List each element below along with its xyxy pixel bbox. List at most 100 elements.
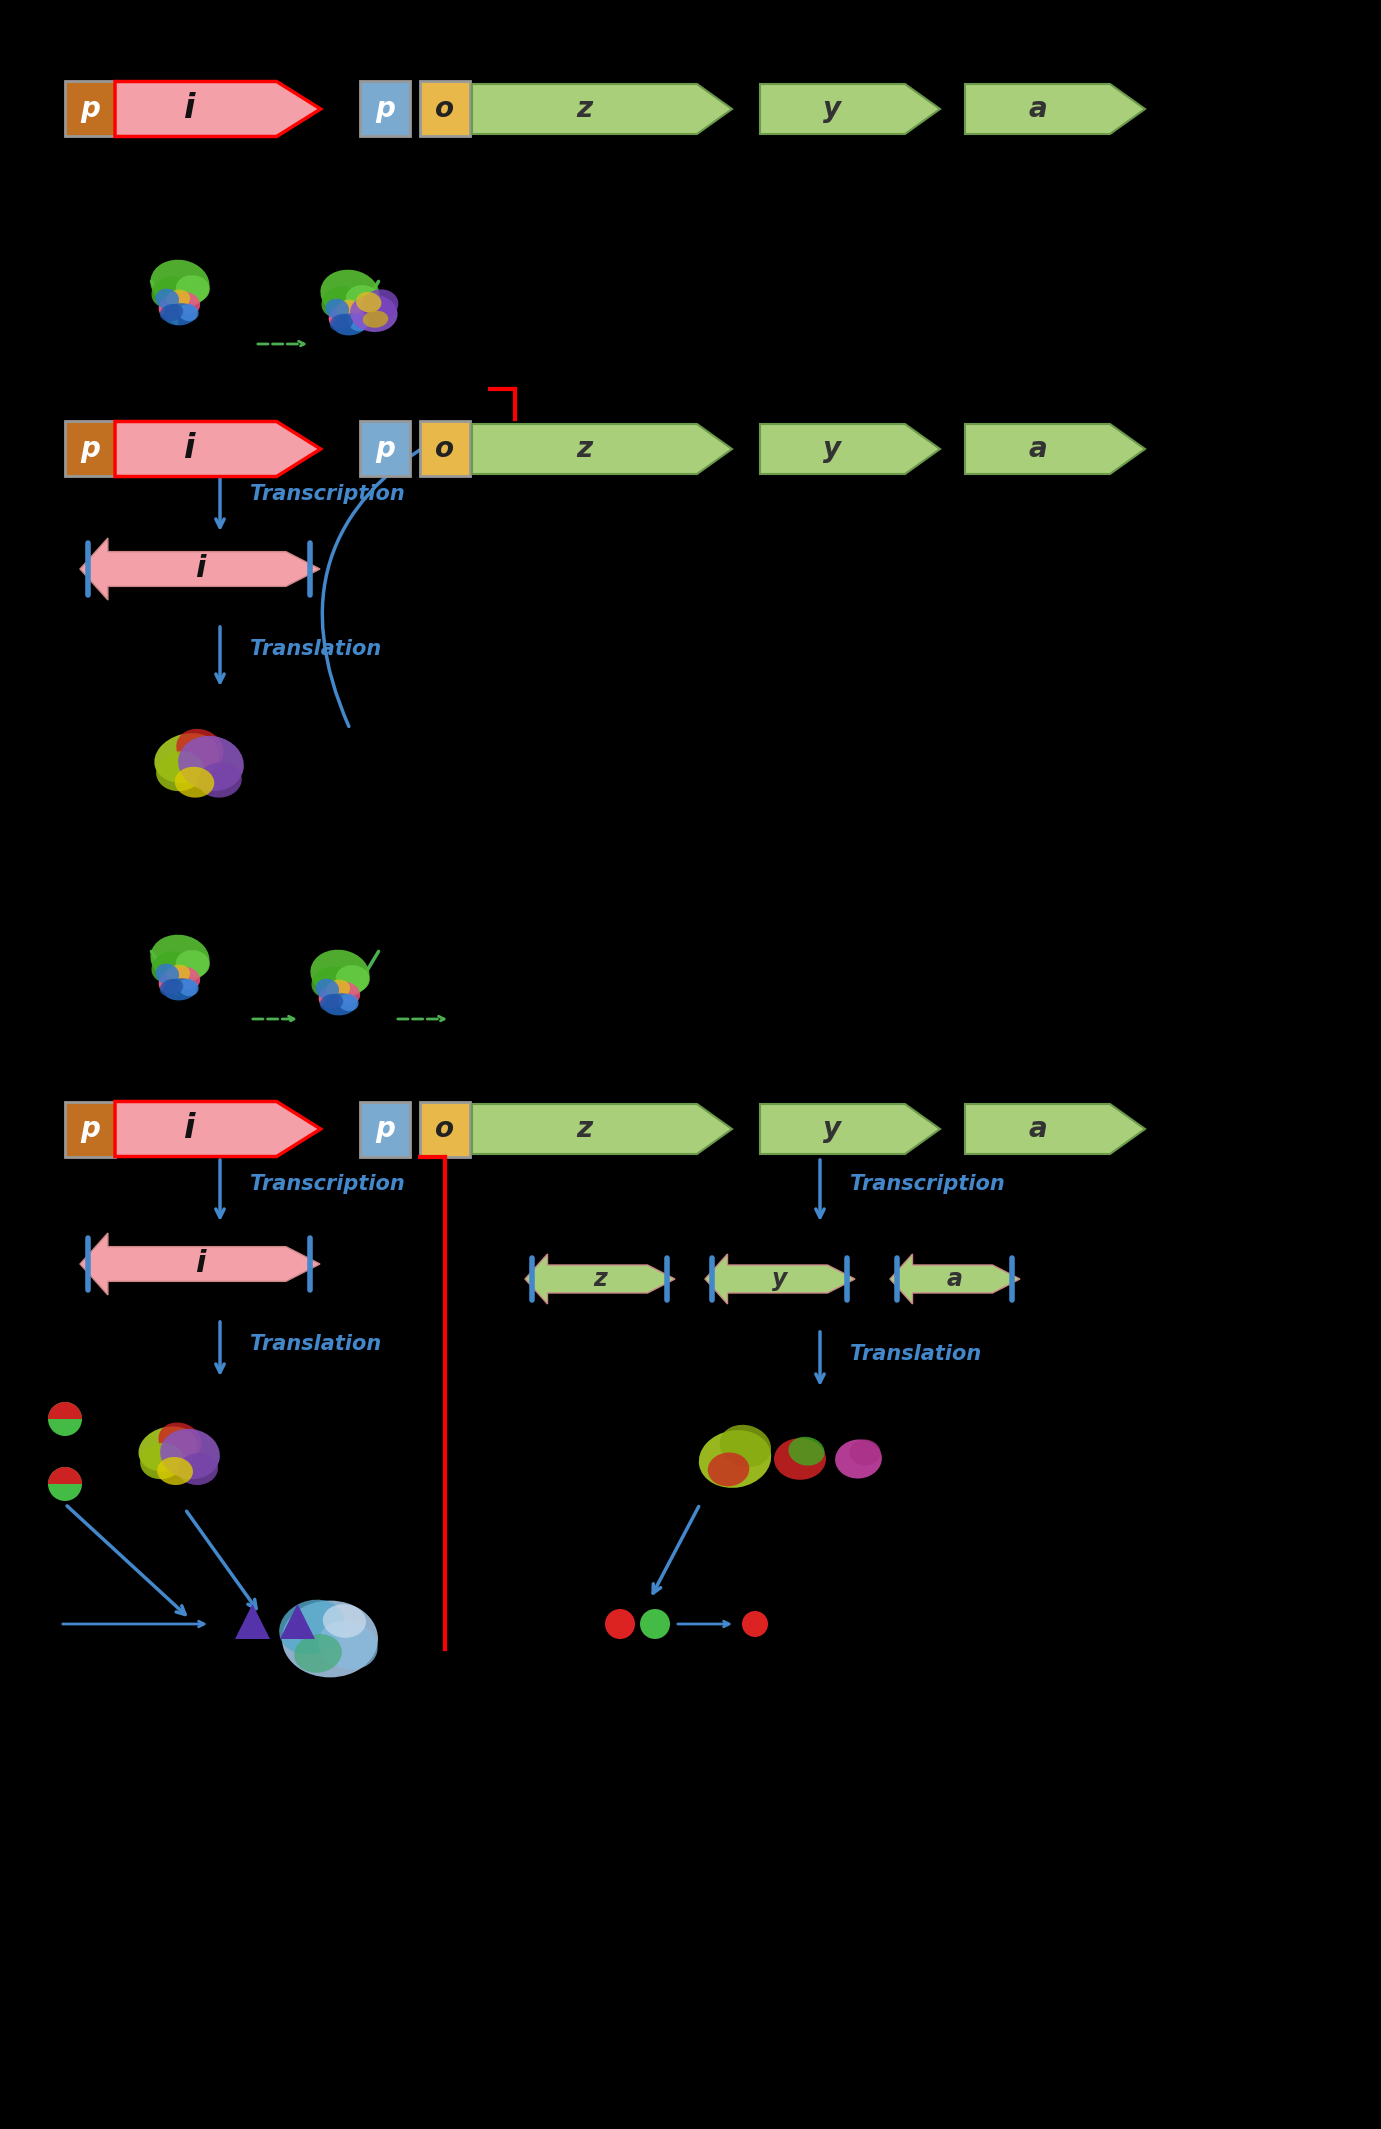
Polygon shape <box>80 539 320 600</box>
Polygon shape <box>965 83 1145 134</box>
Text: p: p <box>376 1116 395 1143</box>
Wedge shape <box>48 1467 81 1484</box>
Ellipse shape <box>319 1620 377 1669</box>
Ellipse shape <box>279 1599 345 1654</box>
Ellipse shape <box>323 994 356 1016</box>
Ellipse shape <box>178 1452 218 1486</box>
Text: i: i <box>184 432 196 466</box>
Ellipse shape <box>326 979 351 999</box>
Bar <box>360 1101 410 1156</box>
Ellipse shape <box>363 311 388 328</box>
Ellipse shape <box>175 766 214 798</box>
Ellipse shape <box>333 313 367 336</box>
Ellipse shape <box>282 1601 378 1678</box>
Ellipse shape <box>315 979 340 999</box>
Ellipse shape <box>294 1635 342 1673</box>
Ellipse shape <box>163 302 197 326</box>
FancyArrow shape <box>115 1101 320 1156</box>
Bar <box>65 422 115 477</box>
Circle shape <box>605 1610 635 1639</box>
Text: z: z <box>576 434 592 462</box>
Polygon shape <box>760 1105 940 1154</box>
Ellipse shape <box>152 952 188 984</box>
Text: i: i <box>195 554 206 583</box>
Ellipse shape <box>151 935 210 984</box>
Ellipse shape <box>139 1443 184 1480</box>
Polygon shape <box>760 83 940 134</box>
Ellipse shape <box>178 737 244 792</box>
Ellipse shape <box>152 277 188 309</box>
Ellipse shape <box>320 994 344 1011</box>
Bar <box>420 81 470 136</box>
Text: y: y <box>823 1116 841 1143</box>
Text: Translation: Translation <box>849 1343 982 1365</box>
Text: a: a <box>947 1267 963 1290</box>
Bar <box>65 1101 115 1156</box>
Polygon shape <box>80 1233 320 1294</box>
Circle shape <box>48 1467 81 1501</box>
Ellipse shape <box>356 292 381 313</box>
Ellipse shape <box>178 979 199 996</box>
Text: p: p <box>376 434 395 462</box>
Ellipse shape <box>155 732 220 783</box>
Ellipse shape <box>699 1431 771 1488</box>
Ellipse shape <box>348 315 369 332</box>
Ellipse shape <box>320 270 380 317</box>
Text: Transcription: Transcription <box>250 483 405 505</box>
Ellipse shape <box>323 1603 366 1637</box>
Ellipse shape <box>177 728 224 769</box>
Ellipse shape <box>178 304 199 321</box>
Text: a: a <box>1027 434 1047 462</box>
Ellipse shape <box>159 1422 202 1460</box>
Text: i: i <box>184 1113 196 1145</box>
Ellipse shape <box>333 981 360 1005</box>
Ellipse shape <box>322 287 358 317</box>
Text: Transcription: Transcription <box>849 1173 1005 1194</box>
Polygon shape <box>889 1254 1021 1303</box>
Text: z: z <box>592 1267 606 1290</box>
Text: y: y <box>823 96 841 123</box>
Ellipse shape <box>167 290 191 309</box>
Ellipse shape <box>160 304 184 321</box>
Polygon shape <box>965 1105 1145 1154</box>
Ellipse shape <box>836 1439 882 1478</box>
Ellipse shape <box>311 950 370 999</box>
Text: z: z <box>576 96 592 123</box>
Bar <box>360 81 410 136</box>
Polygon shape <box>704 1254 855 1303</box>
Text: Translation: Translation <box>250 639 381 660</box>
Ellipse shape <box>156 290 180 309</box>
Text: Translation: Translation <box>250 1335 381 1354</box>
Ellipse shape <box>159 969 188 994</box>
FancyArrow shape <box>115 422 320 477</box>
Bar <box>360 422 410 477</box>
Polygon shape <box>235 1603 271 1639</box>
Ellipse shape <box>174 967 200 990</box>
Ellipse shape <box>326 298 349 319</box>
Ellipse shape <box>157 1456 193 1486</box>
Ellipse shape <box>773 1439 826 1480</box>
Ellipse shape <box>330 313 354 332</box>
Ellipse shape <box>337 300 360 319</box>
Ellipse shape <box>197 762 242 798</box>
Text: o: o <box>435 96 454 123</box>
Text: a: a <box>1027 96 1047 123</box>
Ellipse shape <box>174 292 200 315</box>
Ellipse shape <box>329 302 358 328</box>
Polygon shape <box>472 424 732 475</box>
Text: p: p <box>376 96 395 123</box>
Polygon shape <box>965 424 1145 475</box>
Polygon shape <box>472 83 732 134</box>
Text: o: o <box>435 434 454 462</box>
Ellipse shape <box>160 979 184 996</box>
Bar <box>420 422 470 477</box>
Bar <box>420 1101 470 1156</box>
Text: y: y <box>772 1267 787 1290</box>
Ellipse shape <box>349 294 398 332</box>
Polygon shape <box>760 424 940 475</box>
Polygon shape <box>280 1603 315 1639</box>
Ellipse shape <box>163 977 197 1001</box>
Circle shape <box>742 1612 768 1637</box>
Polygon shape <box>525 1254 675 1303</box>
Ellipse shape <box>720 1424 771 1467</box>
